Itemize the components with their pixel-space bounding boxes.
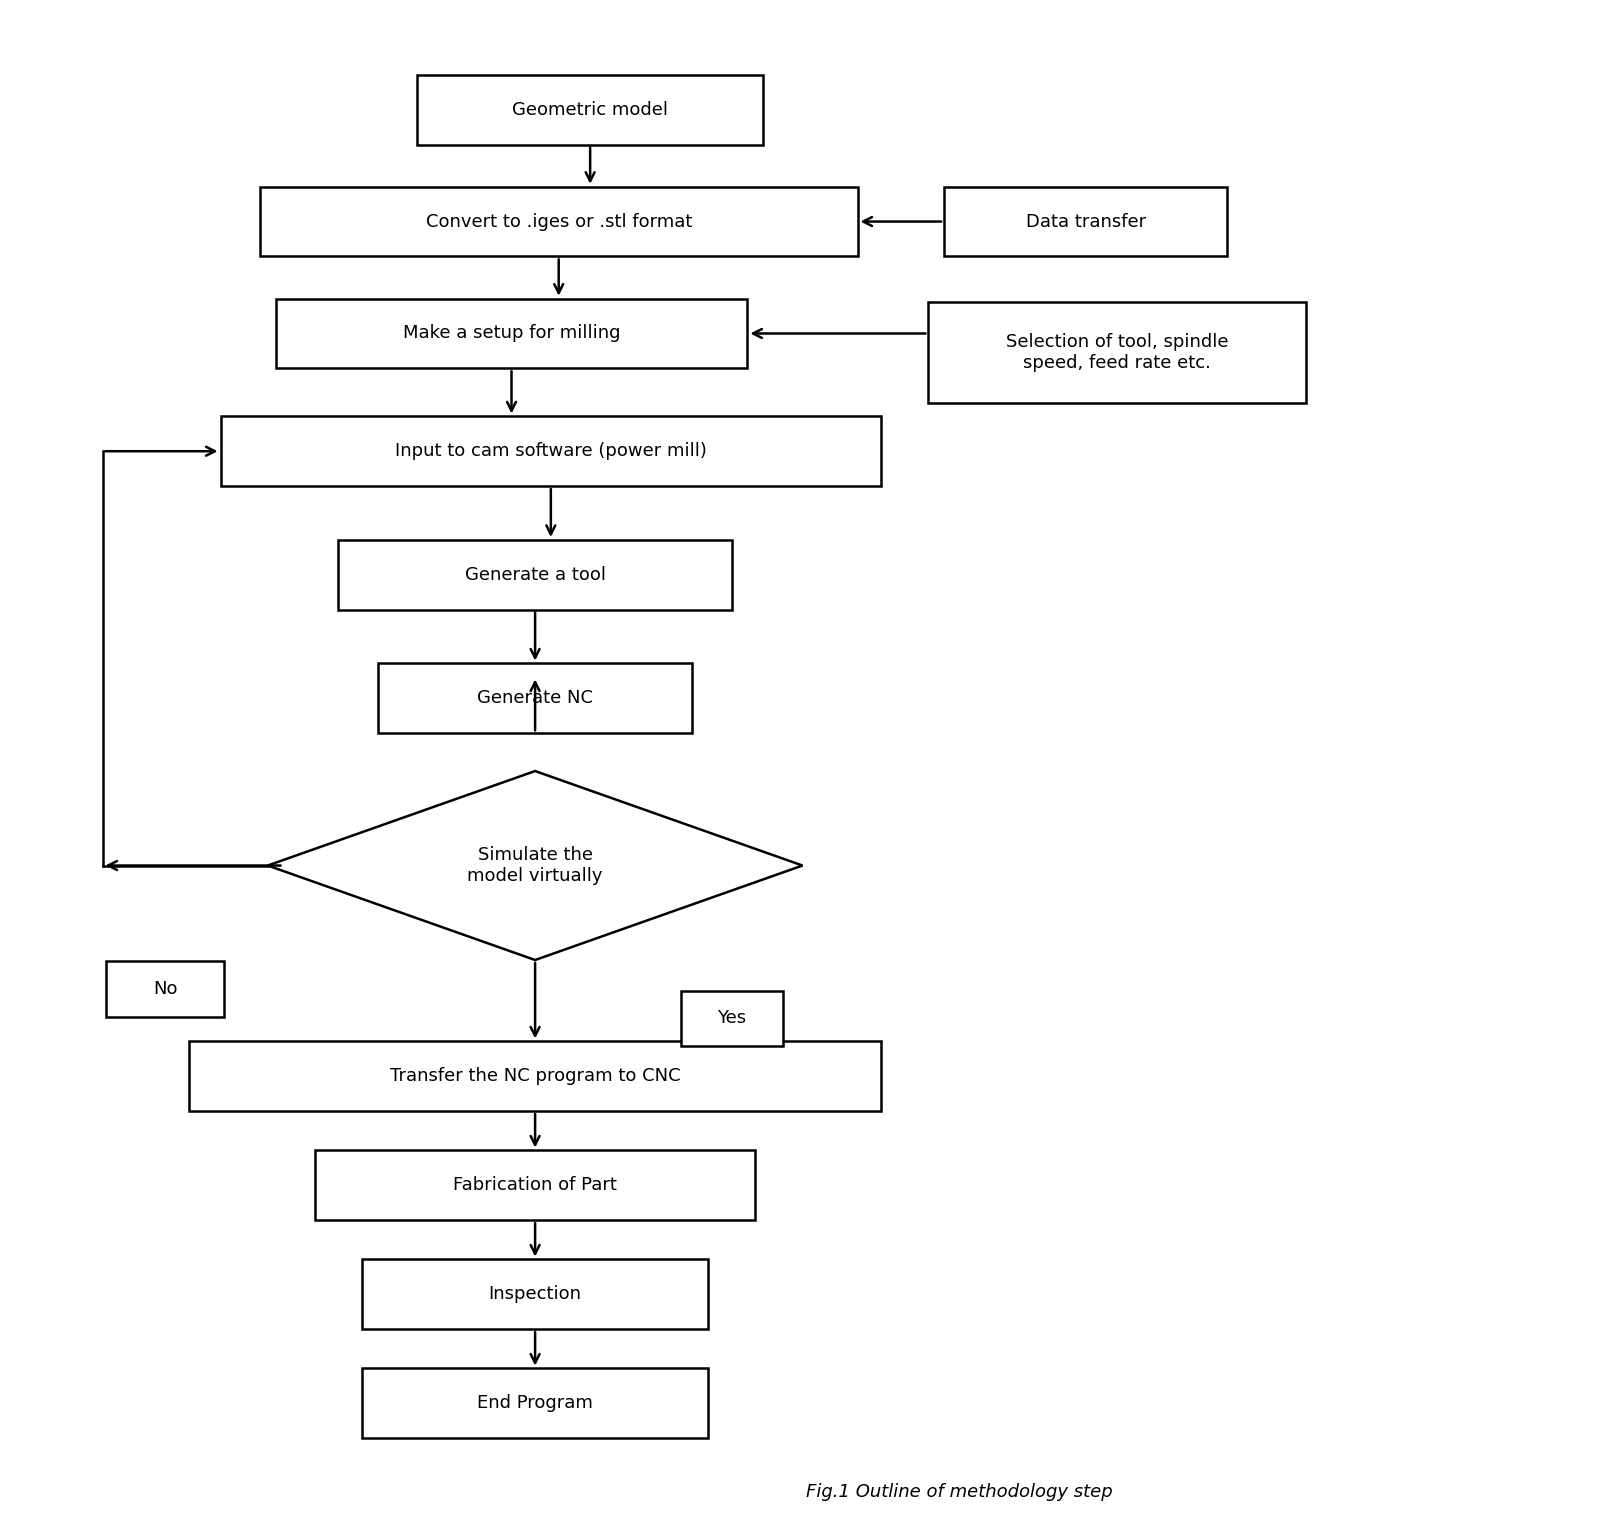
FancyBboxPatch shape: [220, 416, 881, 486]
Text: Fig.1 Outline of methodology step: Fig.1 Outline of methodology step: [806, 1483, 1114, 1501]
FancyBboxPatch shape: [339, 540, 732, 610]
Text: Geometric model: Geometric model: [512, 101, 668, 118]
Text: Transfer the NC program to CNC: Transfer the NC program to CNC: [390, 1067, 681, 1085]
Text: Yes: Yes: [717, 1009, 746, 1027]
Text: No: No: [152, 980, 178, 999]
Text: Simulate the
model virtually: Simulate the model virtually: [467, 846, 603, 885]
Text: Make a setup for milling: Make a setup for milling: [403, 324, 620, 342]
FancyBboxPatch shape: [106, 961, 225, 1017]
FancyBboxPatch shape: [260, 186, 857, 256]
FancyBboxPatch shape: [363, 1368, 708, 1439]
Polygon shape: [268, 772, 802, 961]
Text: Fabrication of Part: Fabrication of Part: [453, 1176, 616, 1194]
Text: Inspection: Inspection: [488, 1286, 581, 1303]
FancyBboxPatch shape: [681, 991, 783, 1045]
Text: Data transfer: Data transfer: [1026, 212, 1146, 230]
FancyBboxPatch shape: [944, 186, 1228, 256]
Text: Generate NC: Generate NC: [477, 690, 594, 708]
FancyBboxPatch shape: [377, 664, 692, 734]
FancyBboxPatch shape: [276, 298, 748, 368]
FancyBboxPatch shape: [417, 74, 764, 145]
FancyBboxPatch shape: [189, 1041, 881, 1111]
Text: Convert to .iges or .stl format: Convert to .iges or .stl format: [425, 212, 692, 230]
FancyBboxPatch shape: [363, 1259, 708, 1330]
Text: Input to cam software (power mill): Input to cam software (power mill): [395, 442, 706, 460]
Text: Generate a tool: Generate a tool: [464, 566, 605, 584]
Text: End Program: End Program: [477, 1395, 592, 1412]
FancyBboxPatch shape: [928, 301, 1306, 404]
Text: Selection of tool, spindle
speed, feed rate etc.: Selection of tool, spindle speed, feed r…: [1006, 333, 1228, 372]
FancyBboxPatch shape: [315, 1150, 756, 1219]
